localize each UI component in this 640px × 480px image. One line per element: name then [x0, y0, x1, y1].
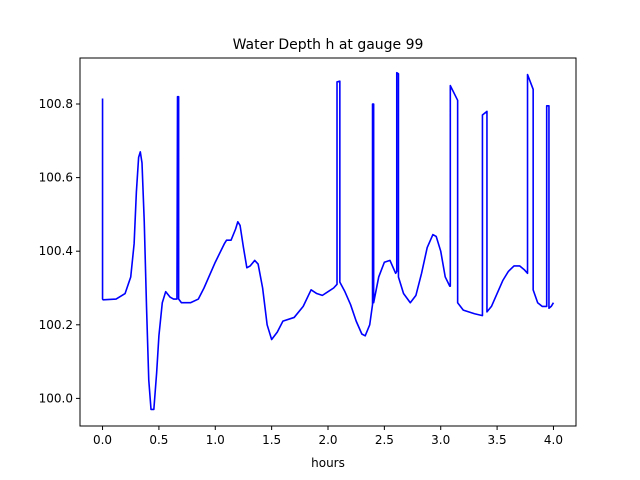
x-tick-label: 0.5: [149, 433, 168, 447]
y-tick-label: 100.8: [39, 97, 73, 111]
x-tick-label: 1.0: [206, 433, 225, 447]
plot-area: [80, 58, 576, 426]
y-tick-label: 100.4: [39, 244, 73, 258]
x-tick-label: 3.5: [488, 433, 507, 447]
chart-title: Water Depth h at gauge 99: [233, 37, 424, 53]
x-tick-label: 0.0: [93, 433, 112, 447]
x-tick-label: 2.5: [375, 433, 394, 447]
y-tick-label: 100.6: [39, 171, 73, 185]
series-group: [101, 71, 555, 411]
x-axis-label: hours: [311, 456, 345, 470]
series-line-0: [101, 71, 555, 411]
x-tick-label: 2.0: [318, 433, 337, 447]
y-tick-label: 100.2: [39, 318, 73, 332]
y-axis-ticks: 100.0 100.2 100.4 100.6 100.8: [39, 97, 80, 405]
plot-frame: [79, 57, 577, 427]
x-tick-label: 4.0: [544, 433, 563, 447]
x-tick-label: 1.5: [262, 433, 281, 447]
y-tick-label: 100.0: [39, 391, 73, 405]
x-axis-ticks: 0.0 0.5 1.0 1.5 2.0 2.5 3.0 3.5 4.0: [93, 426, 563, 447]
x-tick-label: 3.0: [431, 433, 450, 447]
